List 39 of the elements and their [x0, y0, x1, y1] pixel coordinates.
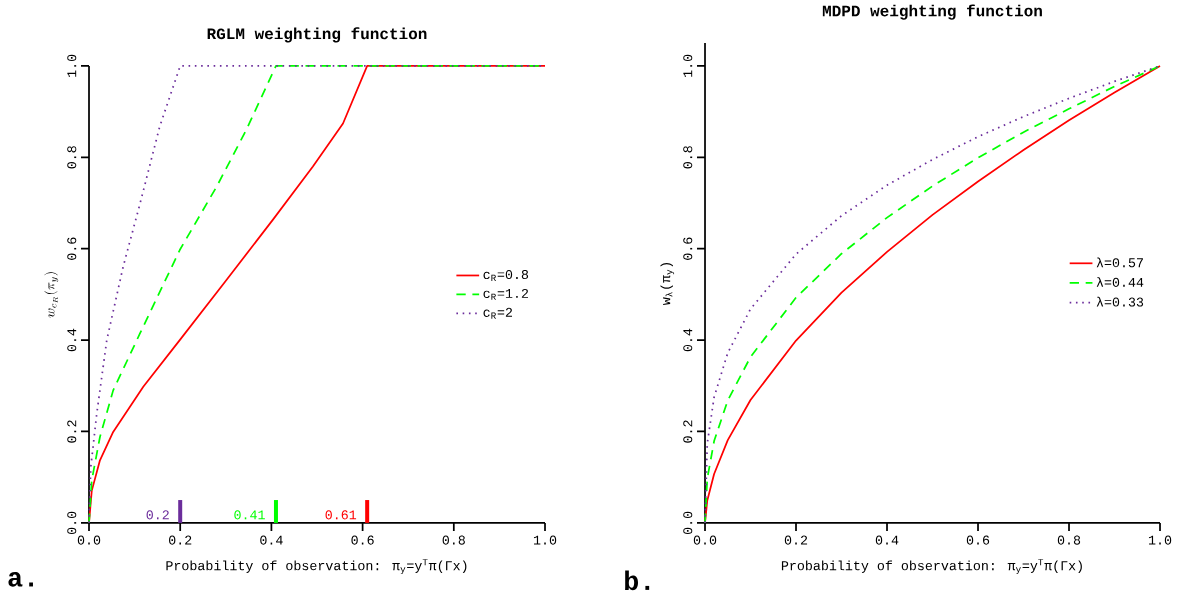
y-tick-label: 1.0 [67, 54, 77, 77]
y-axis-title: $w_{c_R}(\pi_y)$ [44, 272, 59, 318]
x-tick-label: 1.0 [533, 535, 557, 545]
y-tick-label: 0.8 [67, 146, 77, 169]
x-axis-title: Probability of observation: π$_{y}$=y$^{T}$π(Γx) [781, 559, 1082, 575]
x-tick-label: 0.6 [966, 535, 990, 545]
x-tick-label: 1.0 [1148, 535, 1172, 545]
y-tick-label: 0.4 [683, 328, 693, 352]
x-tick-label: 0.2 [784, 535, 808, 545]
y-tick-label: 0.6 [67, 237, 77, 260]
text: b. [625, 570, 650, 591]
ref-line-label: 0.2 [146, 510, 169, 520]
x-axis-title: Probability of observation: π$_{y}$=y$^{T}$π(Γx) [166, 559, 467, 575]
x-tick-label: 0.4 [875, 535, 899, 545]
x-tick-label: 0.8 [442, 535, 465, 545]
legend-label: λ=0.33 [1096, 296, 1144, 307]
legend-label: λ=0.57 [1096, 257, 1143, 268]
ref-line-label: 0.41 [234, 510, 265, 520]
y-axis-title: w$_{λ}$(π$_{y}$) [660, 262, 675, 306]
y-tick-label: 0.4 [67, 328, 77, 352]
y-tick-label: 0.2 [67, 420, 77, 443]
x-tick-label: 0.6 [351, 535, 374, 545]
chart-title: RGLM weighting function [207, 27, 427, 43]
x-tick-label: 0.0 [693, 535, 717, 545]
ref-line-label: 0.61 [325, 510, 357, 520]
y-tick-label: 0.6 [683, 237, 693, 260]
y-tick-label: 0.2 [683, 420, 693, 443]
legend-label: λ=0.44 [1096, 277, 1144, 287]
y-tick-label: 1.0 [683, 54, 693, 77]
y-tick-label: 0.8 [683, 146, 693, 169]
legend-label: c$_{R}$=2 [483, 307, 513, 319]
text: a. [8, 572, 33, 587]
chart-title: MDPD weighting function [822, 4, 1042, 20]
legend-label: c$_{R}$=0.8 [483, 270, 529, 281]
x-tick-label: 0.2 [169, 535, 192, 545]
x-tick-label: 0.4 [260, 535, 283, 545]
legend-label: c$_{R}$=1.2 [483, 288, 529, 300]
x-tick-label: 0.8 [1057, 535, 1081, 545]
x-tick-label: 0.0 [77, 535, 101, 545]
